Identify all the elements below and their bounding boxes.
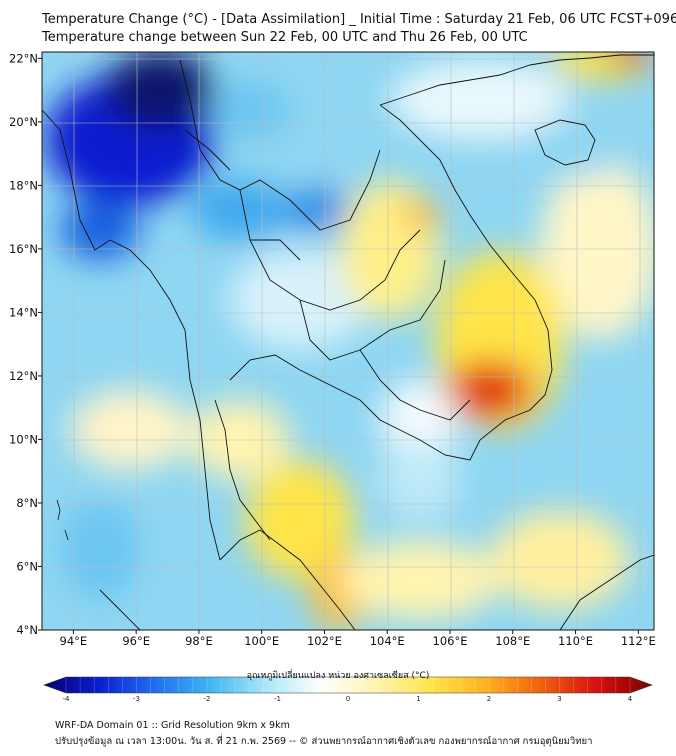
colorbar-tick-label: 3 <box>557 695 561 703</box>
lon-tick-label: 98°E <box>185 634 213 648</box>
lat-tick-label: 4°N <box>16 623 38 637</box>
colorbar-tick-label: -3 <box>133 695 140 703</box>
lat-tick-label: 18°N <box>9 178 38 192</box>
footer-model-info: WRF-DA Domain 01 :: Grid Resolution 9km … <box>55 720 290 731</box>
lat-tick-label: 22°N <box>9 51 38 65</box>
colorbar-tick-label: -4 <box>63 695 71 703</box>
graticule <box>42 52 654 630</box>
lat-tick-label: 6°N <box>16 559 38 573</box>
lon-tick-label: 100°E <box>244 634 279 648</box>
colorbar-tick-label: 2 <box>487 695 491 703</box>
lon-tick-label: 106°E <box>433 634 468 648</box>
coastlines-borders <box>42 54 654 630</box>
lon-tick-label: 96°E <box>122 634 150 648</box>
lon-tick-label: 108°E <box>495 634 530 648</box>
colorbar-label: อุณหภูมิเปลี่ยนแปลง หน่วย องศาเซลเซียส (… <box>246 671 430 681</box>
colorbar-tick-label: 1 <box>416 695 420 703</box>
lat-tick-label: 16°N <box>9 242 38 256</box>
temperature-field <box>42 52 654 630</box>
colorbar-tick-label: 4 <box>628 695 633 703</box>
colorbar-tick-label: -1 <box>274 695 281 703</box>
lat-tick-label: 8°N <box>16 496 38 510</box>
colorbar: -4 -3 -2 -1 0 1 2 3 4 <box>43 676 653 703</box>
lon-tick-label: 104°E <box>370 634 405 648</box>
map-title-line1: Temperature Change (°C) - [Data Assimila… <box>42 12 676 27</box>
lat-tick-label: 10°N <box>9 432 38 446</box>
lat-tick-label: 12°N <box>9 369 38 383</box>
longitude-axis: 94°E 96°E 98°E 100°E 102°E 104°E 106°E 108°E 110… <box>60 630 656 648</box>
lon-tick-label: 110°E <box>558 634 593 648</box>
lon-tick-label: 94°E <box>60 634 88 648</box>
lon-tick-label: 112°E <box>621 634 656 648</box>
lat-tick-label: 14°N <box>9 305 38 319</box>
latitude-axis: 22°N 20°N 18°N 16°N 14°N 12°N 10°N 8°N 6°N 4°N <box>9 51 42 637</box>
lon-tick-label: 102°E <box>307 634 342 648</box>
footer-update-info: ปรับปรุงข้อมูล ณ เวลา 13:00น. วัน ส. ที่… <box>55 736 593 747</box>
map-title-line2: Temperature change between Sun 22 Feb, 0… <box>42 30 528 45</box>
colorbar-tick-label: -2 <box>204 695 211 703</box>
colorbar-tick-label: 0 <box>346 695 350 703</box>
lat-tick-label: 20°N <box>9 115 38 129</box>
